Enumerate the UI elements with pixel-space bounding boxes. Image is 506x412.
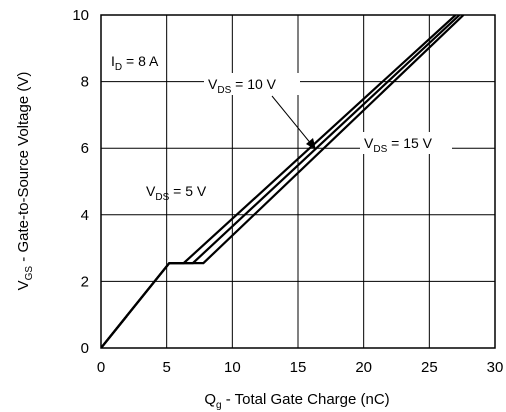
- x-axis-label: Qg - Total Gate Charge (nC): [204, 391, 389, 411]
- annotation-arrow-head: [306, 138, 316, 150]
- x-tick-label: 25: [421, 359, 438, 376]
- annotation-id: ID = 8 A: [111, 53, 159, 73]
- x-tick-label: 20: [355, 359, 372, 376]
- y-tick-label: 4: [81, 207, 89, 224]
- x-tick-label: 30: [487, 359, 504, 376]
- y-tick-label: 2: [81, 273, 89, 290]
- x-tick-label: 5: [162, 359, 170, 376]
- grid: [100, 14, 496, 349]
- y-tick-label: 0: [81, 340, 89, 357]
- annotation-bg-vds10: [204, 73, 300, 95]
- series-line-3: [101, 15, 465, 348]
- annotation-vds5: VDS = 5 V: [146, 183, 207, 203]
- plot-frame: [100, 14, 496, 349]
- x-tick-label: 0: [97, 359, 105, 376]
- y-axis-label: VGS - Gate-to-Source Voltage (V): [15, 72, 35, 291]
- y-tick-label: 10: [72, 7, 89, 24]
- annotation-vds15: VDS = 15 V: [364, 135, 433, 155]
- x-tick-label: 15: [290, 359, 307, 376]
- annotation-arrow-line: [271, 95, 313, 146]
- x-tick-labels: 0 5 10 15 20 25 30: [97, 359, 504, 376]
- annotation-bg-vds15: [360, 132, 452, 154]
- x-tick-label: 10: [224, 359, 241, 376]
- series-layer: [101, 15, 465, 348]
- y-tick-label: 6: [81, 140, 89, 157]
- y-tick-label: 8: [81, 74, 89, 91]
- y-tick-labels: 0 2 4 6 8 10: [72, 7, 89, 357]
- annotation-vds10: VDS = 10 V: [208, 76, 277, 96]
